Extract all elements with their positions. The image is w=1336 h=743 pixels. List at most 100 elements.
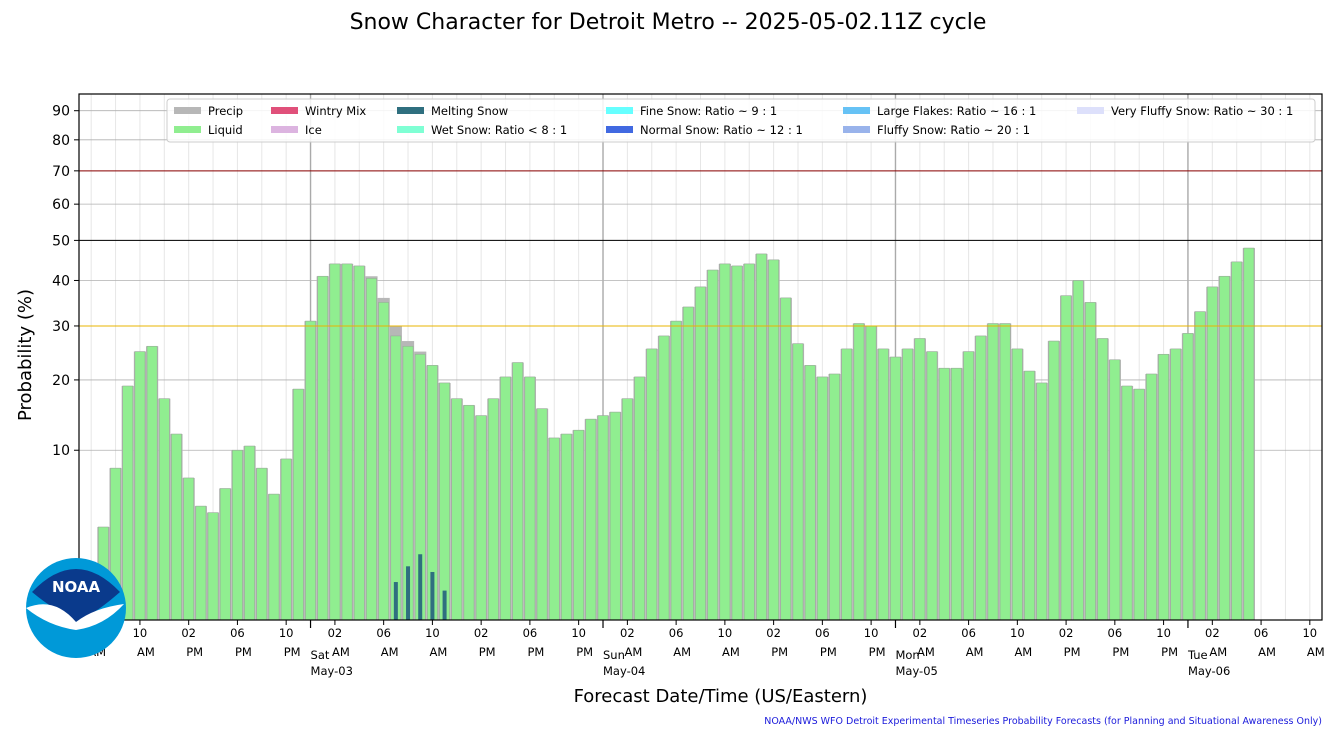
day-label-date: May-03 xyxy=(311,664,353,678)
legend-label: Melting Snow xyxy=(431,104,508,118)
x-tick-label-ampm: AM xyxy=(137,645,155,659)
legend-swatch xyxy=(271,107,298,114)
liquid-bar xyxy=(707,269,719,621)
liquid-bar xyxy=(1206,286,1218,621)
liquid-bar xyxy=(439,382,450,621)
x-tick-label-hour: 10 xyxy=(1010,626,1025,640)
x-tick-label-ampm: PM xyxy=(771,645,788,659)
melting-snow-bar xyxy=(442,590,447,620)
disclaimer-footer: NOAA/NWS WFO Detroit Experimental Timese… xyxy=(764,716,1322,727)
legend-swatch xyxy=(606,107,633,114)
liquid-bar xyxy=(256,467,268,621)
x-tick-label-ampm: AM xyxy=(1258,645,1276,659)
noaa-logo-inner-shape xyxy=(32,569,120,622)
x-tick-label-ampm: PM xyxy=(1064,645,1081,659)
liquid-bar xyxy=(1048,340,1060,621)
x-tick-label-ampm: AM xyxy=(1014,645,1032,659)
liquid-bar xyxy=(158,398,170,621)
liquid-bar xyxy=(682,306,694,621)
liquid-bar xyxy=(816,376,828,621)
x-tick-label-hour: 10 xyxy=(718,626,733,640)
liquid-bar xyxy=(219,488,231,621)
y-tick-label: 20 xyxy=(52,373,70,389)
liquid-bar xyxy=(561,433,572,621)
liquid-bar xyxy=(292,388,304,621)
liquid-bar xyxy=(853,323,865,621)
x-tick-label-ampm: PM xyxy=(186,645,203,659)
y-tick-label: 80 xyxy=(52,133,70,149)
liquid-bar xyxy=(829,373,840,621)
x-tick-label-hour: 10 xyxy=(1302,626,1317,640)
x-tick-label-hour: 06 xyxy=(230,626,245,640)
liquid-bar xyxy=(1194,311,1206,621)
liquid-bar xyxy=(914,338,926,621)
liquid-bar xyxy=(841,348,853,621)
x-tick-label-hour: 02 xyxy=(474,626,489,640)
x-tick-label-ampm: PM xyxy=(576,645,593,659)
liquid-bar xyxy=(938,367,950,621)
x-tick-label-hour: 06 xyxy=(669,626,684,640)
legend-swatch xyxy=(1077,107,1104,114)
x-tick-label-ampm: PM xyxy=(479,645,496,659)
liquid-bar xyxy=(621,398,633,621)
x-tick-label-hour: 02 xyxy=(1205,626,1220,640)
x-tick-label-hour: 02 xyxy=(913,626,928,640)
liquid-bar xyxy=(1133,388,1145,621)
liquid-bar xyxy=(268,493,280,621)
liquid-bar xyxy=(183,477,195,621)
legend-swatch xyxy=(843,107,870,114)
day-label-date: May-04 xyxy=(603,664,645,678)
x-tick-label-ampm: AM xyxy=(1307,645,1325,659)
legend-label: Wintry Mix xyxy=(305,104,366,118)
x-tick-label-hour: 10 xyxy=(1156,626,1171,640)
liquid-bar xyxy=(1097,338,1109,621)
x-tick-label-hour: 10 xyxy=(571,626,586,640)
x-tick-label-ampm: AM xyxy=(673,645,691,659)
liquid-bar xyxy=(963,351,974,621)
legend-swatch xyxy=(843,126,870,133)
liquid-bar xyxy=(1243,247,1255,621)
x-tick-label-hour: 06 xyxy=(961,626,976,640)
liquid-bar xyxy=(1060,295,1072,621)
legend-swatch xyxy=(174,107,201,114)
liquid-bar xyxy=(902,348,914,621)
liquid-bar xyxy=(451,398,463,621)
liquid-bar xyxy=(999,323,1011,621)
day-label-date: May-05 xyxy=(895,664,937,678)
liquid-bar xyxy=(280,458,292,621)
liquid-bar xyxy=(1072,280,1084,621)
day-label-date: May-06 xyxy=(1188,664,1230,678)
legend-swatch xyxy=(397,126,424,133)
liquid-bar xyxy=(378,302,390,621)
liquid-bar xyxy=(646,348,658,621)
x-tick-label-ampm: AM xyxy=(624,645,642,659)
liquid-bar xyxy=(1011,348,1023,621)
x-tick-label-ampm: PM xyxy=(869,645,886,659)
legend-label: Fluffy Snow: Ratio ~ 20 : 1 xyxy=(877,123,1030,137)
liquid-bar xyxy=(500,376,511,621)
liquid-bar xyxy=(634,376,645,621)
liquid-bar xyxy=(890,356,901,621)
liquid-bar xyxy=(1231,261,1243,621)
liquid-bar xyxy=(134,351,146,621)
noaa-logo-text: NOAA xyxy=(52,578,101,596)
x-axis-label: Forecast Date/Time (US/Eastern) xyxy=(574,686,868,707)
x-tick-label-hour: 06 xyxy=(376,626,391,640)
legend-swatch xyxy=(271,126,298,133)
y-tick-label: 40 xyxy=(52,273,70,289)
liquid-bar xyxy=(926,351,938,621)
x-tick-label-hour: 06 xyxy=(523,626,538,640)
x-tick-label-ampm: PM xyxy=(235,645,252,659)
x-tick-label-ampm: AM xyxy=(430,645,448,659)
liquid-bar xyxy=(1109,359,1121,621)
legend-label: Wet Snow: Ratio < 8 : 1 xyxy=(431,123,567,137)
melting-snow-bar xyxy=(430,571,435,620)
x-tick-label-ampm: AM xyxy=(722,645,740,659)
chart-title: Snow Character for Detroit Metro -- 2025… xyxy=(349,10,987,35)
x-tick-label-ampm: PM xyxy=(527,645,544,659)
liquid-bar xyxy=(695,286,706,621)
liquid-bar xyxy=(865,325,877,621)
liquid-bar xyxy=(512,362,524,621)
liquid-bar xyxy=(609,411,621,621)
x-tick-label-hour: 10 xyxy=(133,626,148,640)
